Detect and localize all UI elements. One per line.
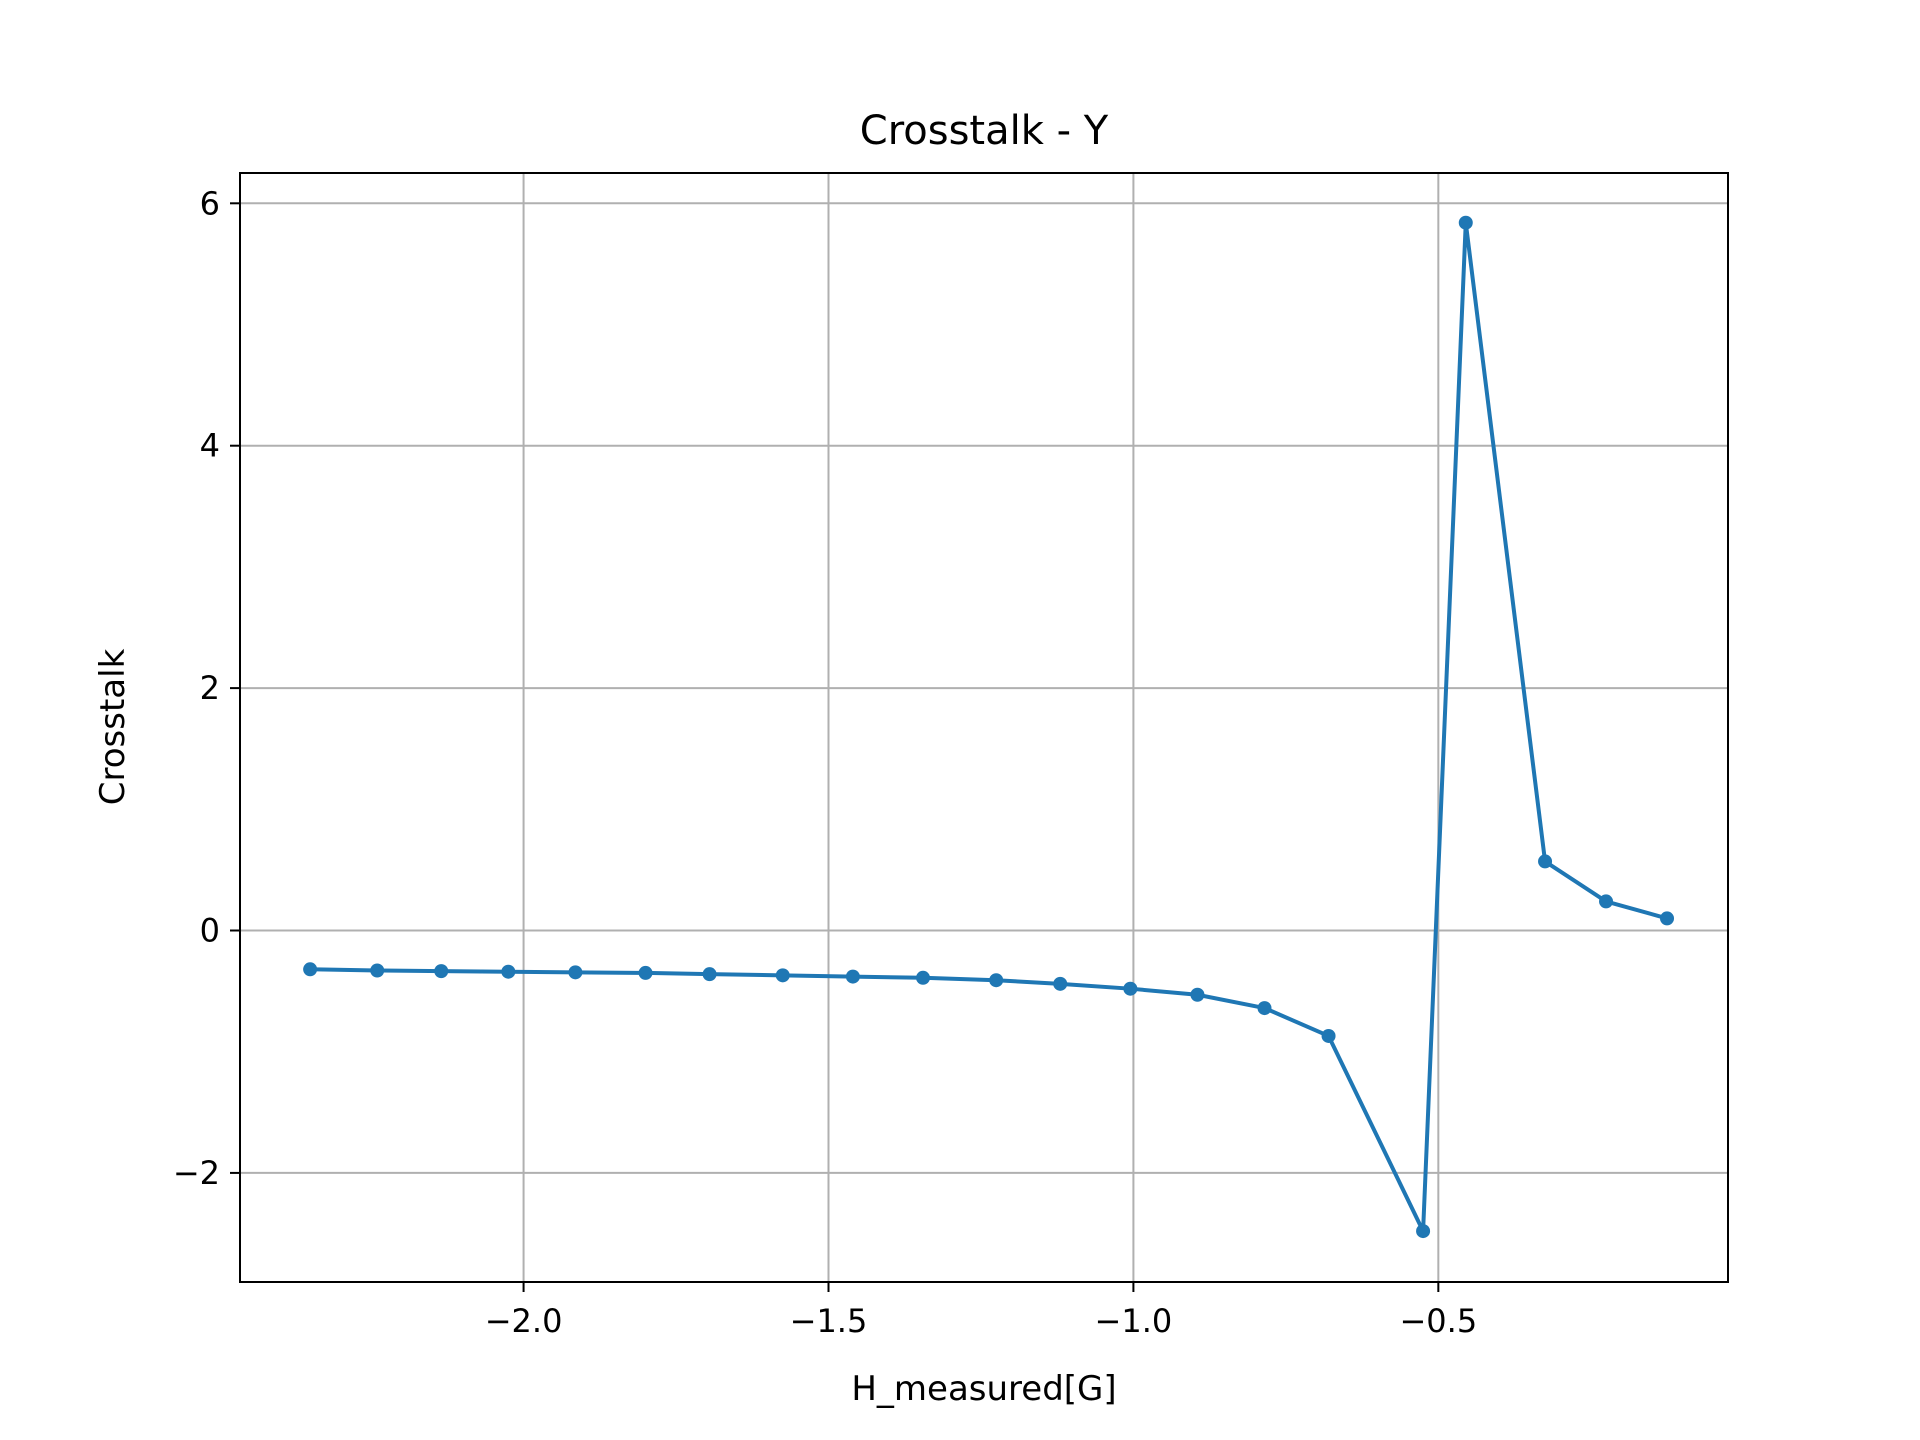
data-point [1538, 854, 1553, 869]
series-layer [303, 215, 1675, 1239]
data-point [1458, 215, 1473, 230]
y-tick-label: 4 [200, 427, 220, 465]
y-tick-label: 6 [200, 184, 220, 222]
data-point [989, 973, 1004, 988]
data-point [1599, 894, 1614, 909]
plot-area [240, 173, 1728, 1282]
data-point [1053, 976, 1068, 991]
x-tick-label: −1.5 [790, 1302, 868, 1340]
y-tick-label: 2 [200, 669, 220, 707]
data-point [1123, 981, 1138, 996]
data-point [916, 970, 931, 985]
axes-frame [239, 172, 1729, 1283]
data-point [1190, 987, 1205, 1002]
data-point [1321, 1028, 1336, 1043]
y-axis-label: Crosstalk [93, 648, 133, 805]
y-tick-label: 0 [200, 912, 220, 950]
data-point [1257, 1001, 1272, 1016]
data-point [370, 963, 385, 978]
ticks: −2.0 −1.5 −1.0 −0.5 −2 0 2 4 6 [173, 184, 1477, 1340]
data-point [638, 965, 653, 980]
data-point [702, 967, 717, 982]
data-point [434, 964, 449, 979]
x-tick-label: −2.0 [485, 1302, 563, 1340]
data-point [775, 968, 790, 983]
x-tick-label: −1.0 [1095, 1302, 1173, 1340]
data-point [501, 964, 516, 979]
data-point [568, 965, 583, 980]
chart-title: Crosstalk - Y [860, 108, 1109, 154]
x-tick-label: −0.5 [1399, 1302, 1477, 1340]
data-point [845, 969, 860, 984]
grid [240, 173, 1728, 1282]
y-tick-label: −2 [173, 1154, 220, 1192]
x-axis-label: H_measured[G] [851, 1369, 1116, 1409]
data-point [303, 962, 318, 977]
data-point [1660, 911, 1675, 926]
data-point [1416, 1224, 1431, 1239]
